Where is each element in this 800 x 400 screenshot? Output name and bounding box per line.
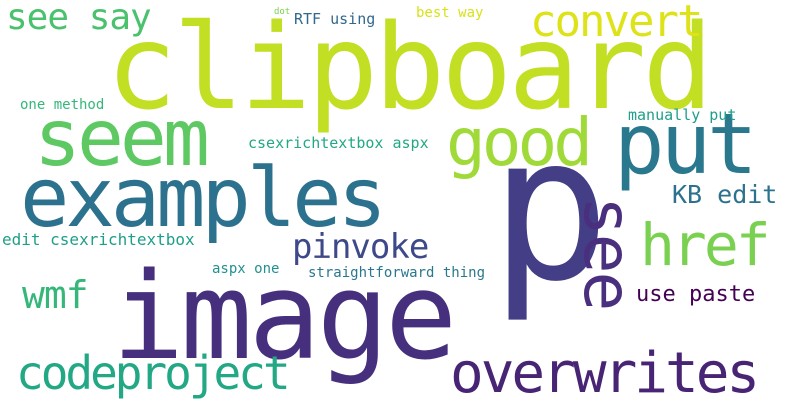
word-best-way: best way bbox=[416, 5, 484, 21]
word-href: href bbox=[640, 211, 771, 279]
word-seem: seem bbox=[34, 94, 210, 184]
word-pinvoke: pinvoke bbox=[292, 227, 429, 267]
word-aspx-one: aspx one bbox=[212, 261, 280, 277]
word-wmf: wmf bbox=[22, 273, 89, 317]
word-manually-put: manually put bbox=[628, 106, 737, 124]
word-convert: convert bbox=[530, 0, 703, 47]
word-examples: examples bbox=[20, 151, 387, 246]
word-straightforward-thing: straightforward thing bbox=[308, 265, 486, 281]
word-overwrites: overwrites bbox=[450, 341, 760, 400]
word-good: good bbox=[446, 104, 593, 181]
word-kb-edit: KB edit bbox=[672, 180, 778, 209]
word-clipboard: clipboard bbox=[106, 0, 713, 136]
word-see-say: see say bbox=[6, 0, 152, 38]
word-image: image bbox=[112, 248, 457, 387]
word-csexrichtextbox-aspx: csexrichtextbox aspx bbox=[248, 134, 429, 152]
word-dot: dot bbox=[274, 7, 291, 17]
word-put: put bbox=[614, 95, 758, 193]
word-edit-csexrichtextbox: edit csexrichtextbox bbox=[2, 230, 195, 249]
word-rtf-using: RTF using bbox=[294, 10, 376, 28]
word-see: see bbox=[569, 196, 646, 310]
word-use-paste: use paste bbox=[636, 282, 756, 307]
word-one-method: one method bbox=[20, 97, 105, 113]
word-p: p bbox=[490, 93, 611, 326]
word-codeproject: codeproject bbox=[16, 346, 291, 400]
